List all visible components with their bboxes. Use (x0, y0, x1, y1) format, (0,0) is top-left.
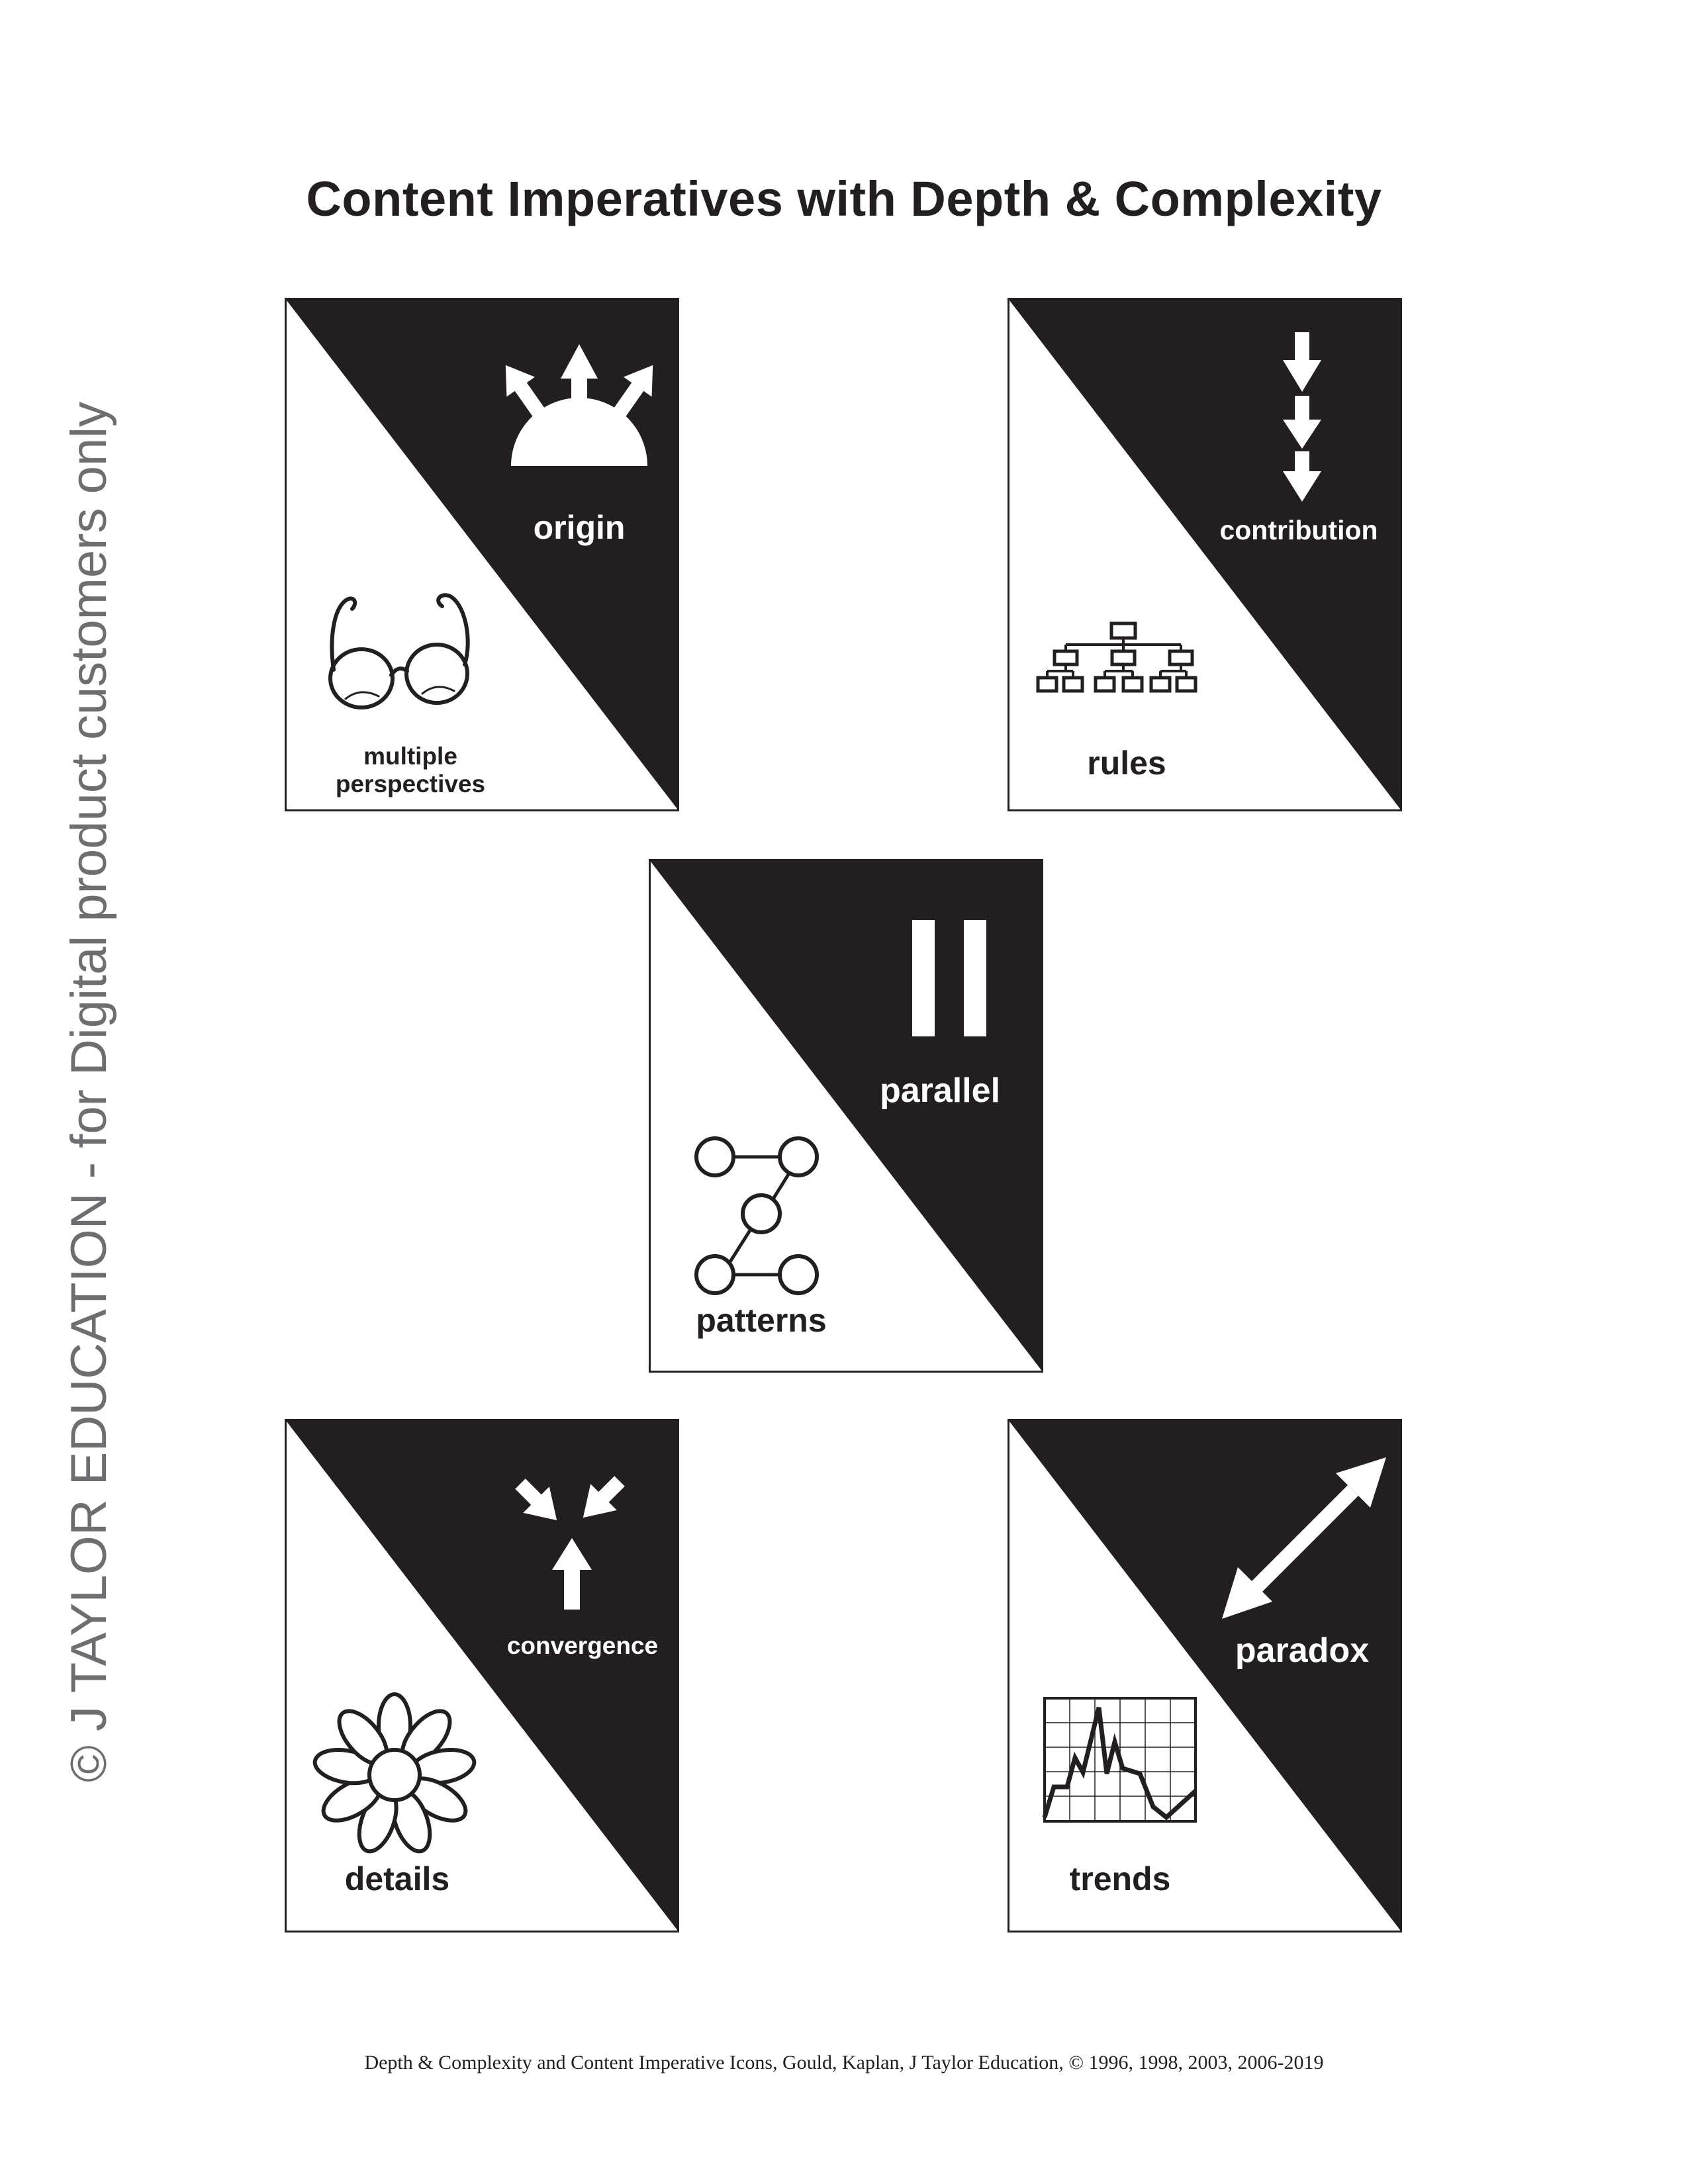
eyeglasses-icon (323, 582, 475, 715)
copyright-footer: Depth & Complexity and Content Imperativ… (364, 2052, 1324, 2073)
line-graph-icon (1041, 1694, 1199, 1827)
card-bottom-label-line2: perspectives (335, 770, 486, 797)
card-bottom-label: details (344, 1860, 450, 1897)
card-bottom-label-line1: multiple (363, 743, 457, 770)
card-top-label: origin (533, 509, 626, 546)
parallel-bars-icon (907, 920, 993, 1036)
page-title: Content Imperatives with Depth & Complex… (306, 171, 1382, 226)
card-background (649, 859, 1043, 1373)
card-parallel-patterns: parallel patterns (649, 859, 1043, 1373)
card-contribution-rules: contribution (1008, 298, 1402, 811)
card-top-label: contribution (1219, 515, 1378, 545)
card-convergence-details: convergence details (285, 1419, 679, 1933)
card-paradox-trends: paradox trends (1008, 1419, 1402, 1933)
copyright-watermark: © J TAYLOR EDUCATION - for Digital produ… (61, 401, 117, 1783)
card-background (285, 1419, 679, 1933)
connected-circles-icon (690, 1130, 835, 1302)
card-background (1008, 298, 1402, 811)
converging-arrows-icon (507, 1469, 639, 1615)
card-bottom-label: rules (1087, 745, 1166, 782)
card-top-label: parallel (879, 1071, 1001, 1110)
double-headed-arrow-icon (1218, 1453, 1390, 1625)
card-top-label: convergence (506, 1632, 659, 1659)
card-bottom-label: trends (1069, 1860, 1171, 1897)
stacked-down-arrows-icon (1279, 332, 1325, 504)
org-chart-icon (1034, 618, 1213, 698)
card-bottom-label: patterns (696, 1302, 827, 1339)
sunrise-arrows-icon (496, 339, 662, 471)
card-top-label: paradox (1235, 1631, 1370, 1670)
flower-icon (308, 1689, 481, 1861)
card-origin-multiple-perspectives: origin multiple perspectives (285, 298, 679, 811)
